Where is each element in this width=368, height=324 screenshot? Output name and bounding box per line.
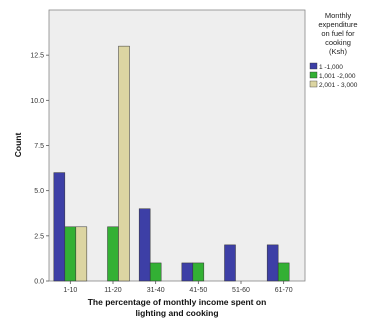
plot-area: [48, 9, 306, 282]
x-tick-label: 51-60: [232, 287, 250, 294]
legend-swatch-2: [309, 71, 318, 79]
bar: [224, 244, 236, 282]
legend-title-line-2: expenditure: [318, 20, 357, 29]
legend-title-line-4: cooking: [325, 38, 351, 47]
legend-title-line-3: on fuel for: [321, 29, 355, 38]
y-tick-label: 0.0: [34, 279, 44, 286]
legend-label-3: 2,001 - 3,000: [319, 82, 358, 89]
x-tick-label: 41-50: [189, 287, 207, 294]
y-axis: 0.0 2.5 5.0 7.5 10.0 12.5: [30, 53, 49, 286]
bar: [64, 226, 77, 282]
bar: [192, 262, 205, 282]
y-tick-label: 2.5: [34, 233, 44, 240]
bar: [107, 226, 119, 282]
bar: [138, 208, 151, 282]
x-axis: 1-10 11-20 31-40 41-50 51-60 61-70: [63, 281, 293, 294]
bar: [277, 262, 290, 282]
x-axis-title-line-1: The percentage of monthly income spent o…: [88, 297, 267, 307]
bar: [53, 172, 66, 282]
legend-swatch-1: [309, 62, 318, 70]
bar: [149, 262, 162, 282]
legend-label-2: 1,001 -2,000: [319, 73, 356, 80]
legend-title-line-1: Monthly: [325, 11, 352, 20]
x-tick-label: 31-40: [147, 287, 165, 294]
bar: [75, 226, 88, 282]
bar: [118, 45, 130, 282]
legend-swatch-3: [309, 80, 318, 88]
legend-label-1: 1 -1,000: [319, 64, 343, 71]
y-tick-label: 7.5: [34, 143, 44, 150]
y-axis-title: Count: [13, 133, 23, 158]
bar: [181, 262, 194, 282]
x-tick-label: 1-10: [63, 287, 77, 294]
y-tick-label: 10.0: [30, 98, 44, 105]
x-axis-title-line-2: lighting and cooking: [135, 308, 218, 318]
bar: [266, 244, 279, 282]
y-tick-label: 12.5: [30, 53, 44, 60]
x-tick-label: 11-20: [104, 287, 121, 294]
legend-title-line-5: (Ksh): [329, 47, 347, 56]
y-tick-label: 5.0: [34, 188, 44, 195]
x-tick-label: 61-70: [275, 287, 293, 294]
bars-group: [53, 45, 290, 282]
legend: Monthly expenditure on fuel for cooking …: [309, 11, 358, 89]
